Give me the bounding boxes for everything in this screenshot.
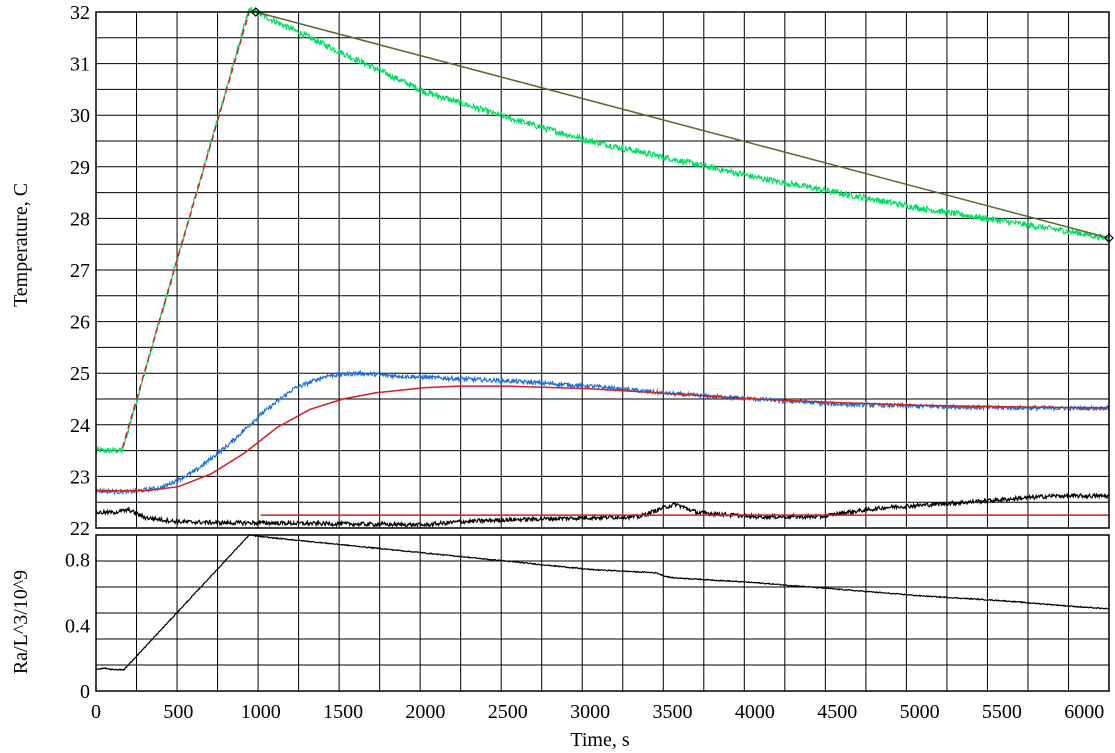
temperature-panel: 22 23 24 25 26 27 28 29 30 31 32 Temperature, C [10, 2, 1114, 540]
rayleigh-panel: 0 0.4 0.8 0 500 1000 1500 2000 2500 3000 3500 4000… [10, 533, 1110, 751]
rayleigh-grid [96, 535, 1109, 691]
time-x-tick-label: 500 [163, 701, 193, 723]
temperature-y-tick-label: 26 [70, 312, 90, 334]
temperature-series-line [95, 5, 1110, 455]
time-x-tick-label: 5000 [900, 701, 940, 723]
temperature-y-tick-label: 31 [70, 54, 90, 76]
time-x-tick-label: 3500 [653, 701, 693, 723]
time-x-tick-label: 4500 [817, 701, 857, 723]
temperature-y-axis-label: Temperature, C [10, 183, 32, 307]
temperature-y-tick-label: 28 [70, 208, 90, 230]
temperature-y-tick-label: 27 [70, 260, 90, 282]
time-x-tick-label: 1500 [323, 701, 363, 723]
time-x-tick-label: 0 [91, 701, 101, 723]
time-x-tick-label: 2000 [405, 701, 445, 723]
temperature-series-group [95, 5, 1114, 528]
time-x-axis-label: Time, s [570, 729, 630, 751]
temperature-plot-frame [95, 11, 1110, 529]
rayleigh-y-tick-label: 0 [80, 681, 90, 703]
temperature-y-tick-label: 22 [70, 518, 90, 540]
temperature-series-line [95, 492, 1110, 528]
rayleigh-series-group [95, 533, 1110, 672]
temperature-series-line [121, 11, 250, 449]
time-x-ticks: 0 500 1000 1500 2000 2500 3000 3500 4000 4500 5000… [91, 701, 1104, 723]
temperature-y-ticks: 22 23 24 25 26 27 28 29 30 31 32 [70, 2, 90, 540]
time-x-tick-label: 5500 [982, 701, 1022, 723]
rayleigh-y-tick-label: 0.8 [65, 550, 90, 572]
temperature-series-line [255, 11, 1110, 239]
temperature-y-tick-label: 24 [70, 415, 90, 437]
time-x-tick-label: 3000 [570, 701, 610, 723]
time-x-tick-label: 1000 [241, 701, 281, 723]
rayleigh-series-line [95, 533, 1110, 672]
temperature-y-tick-label: 23 [70, 466, 90, 488]
time-x-tick-label: 4000 [735, 701, 775, 723]
temperature-y-tick-label: 32 [70, 2, 90, 24]
time-x-tick-label: 2500 [488, 701, 528, 723]
temperature-series-line [96, 385, 1109, 492]
rayleigh-plot-frame [95, 534, 1110, 692]
rayleigh-y-axis-label: Ra/L^3/10^9 [10, 570, 32, 674]
temperature-y-tick-label: 25 [70, 363, 90, 385]
temperature-y-tick-label: 29 [70, 157, 90, 179]
rayleigh-y-ticks: 0 0.4 0.8 [65, 550, 90, 703]
temperature-y-tick-label: 30 [70, 105, 90, 127]
rayleigh-y-tick-label: 0.4 [65, 615, 90, 637]
time-x-tick-label: 6000 [1064, 701, 1104, 723]
temperature-marker [250, 7, 261, 17]
